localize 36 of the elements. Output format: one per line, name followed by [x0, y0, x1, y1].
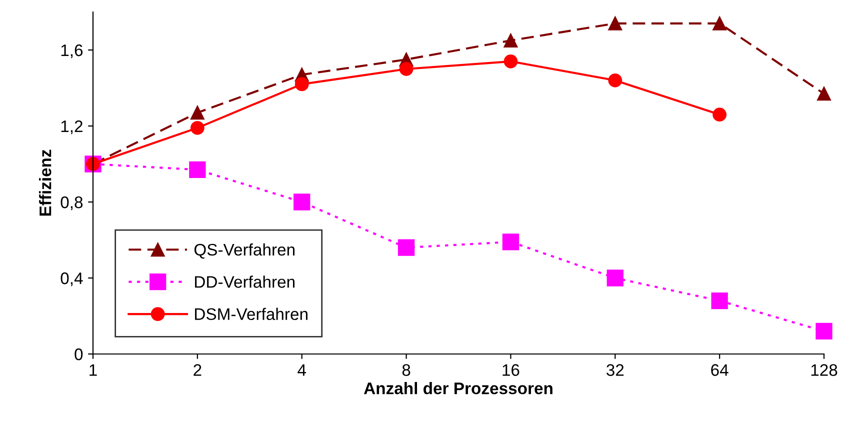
x-axis-title: Anzahl der Prozessoren: [364, 382, 552, 394]
point: [398, 239, 415, 256]
point: [189, 161, 206, 178]
point: [294, 194, 310, 210]
point: [294, 77, 309, 92]
y-tick-label: 0,4: [60, 272, 83, 286]
x-tick-label: 64: [711, 364, 728, 376]
point: [606, 270, 624, 286]
point: [502, 234, 520, 250]
point: [608, 16, 622, 30]
x-tick-label: 32: [606, 364, 624, 376]
point: [712, 16, 727, 30]
x-tick-label: 2: [194, 364, 202, 376]
y-tick-label: 1,2: [61, 120, 82, 134]
x-tick-label: 128: [811, 364, 838, 376]
x-tick-label: 8: [402, 364, 410, 376]
y-tick-label: 0: [74, 348, 83, 360]
y-tick-label: 1,6: [61, 44, 83, 58]
point: [504, 54, 518, 68]
legend-label: QS-Verfahren: [194, 243, 294, 259]
point: [504, 34, 518, 48]
legend-label: DSM-Verfahren: [195, 308, 308, 320]
point: [190, 120, 204, 135]
point: [399, 62, 414, 76]
x-tick-label: 4: [298, 364, 306, 376]
legend-label: DD-Verfahren: [195, 276, 294, 288]
x-tick-label: 16: [502, 364, 520, 376]
y-axis-title: Effizienz: [39, 150, 52, 216]
point: [712, 108, 727, 122]
point: [608, 73, 622, 88]
y-tick-label: 0,8: [60, 196, 83, 210]
point: [711, 292, 728, 310]
point: [817, 86, 831, 101]
point: [816, 322, 832, 340]
x-tick-label: 1: [90, 364, 97, 376]
point: [190, 106, 204, 120]
